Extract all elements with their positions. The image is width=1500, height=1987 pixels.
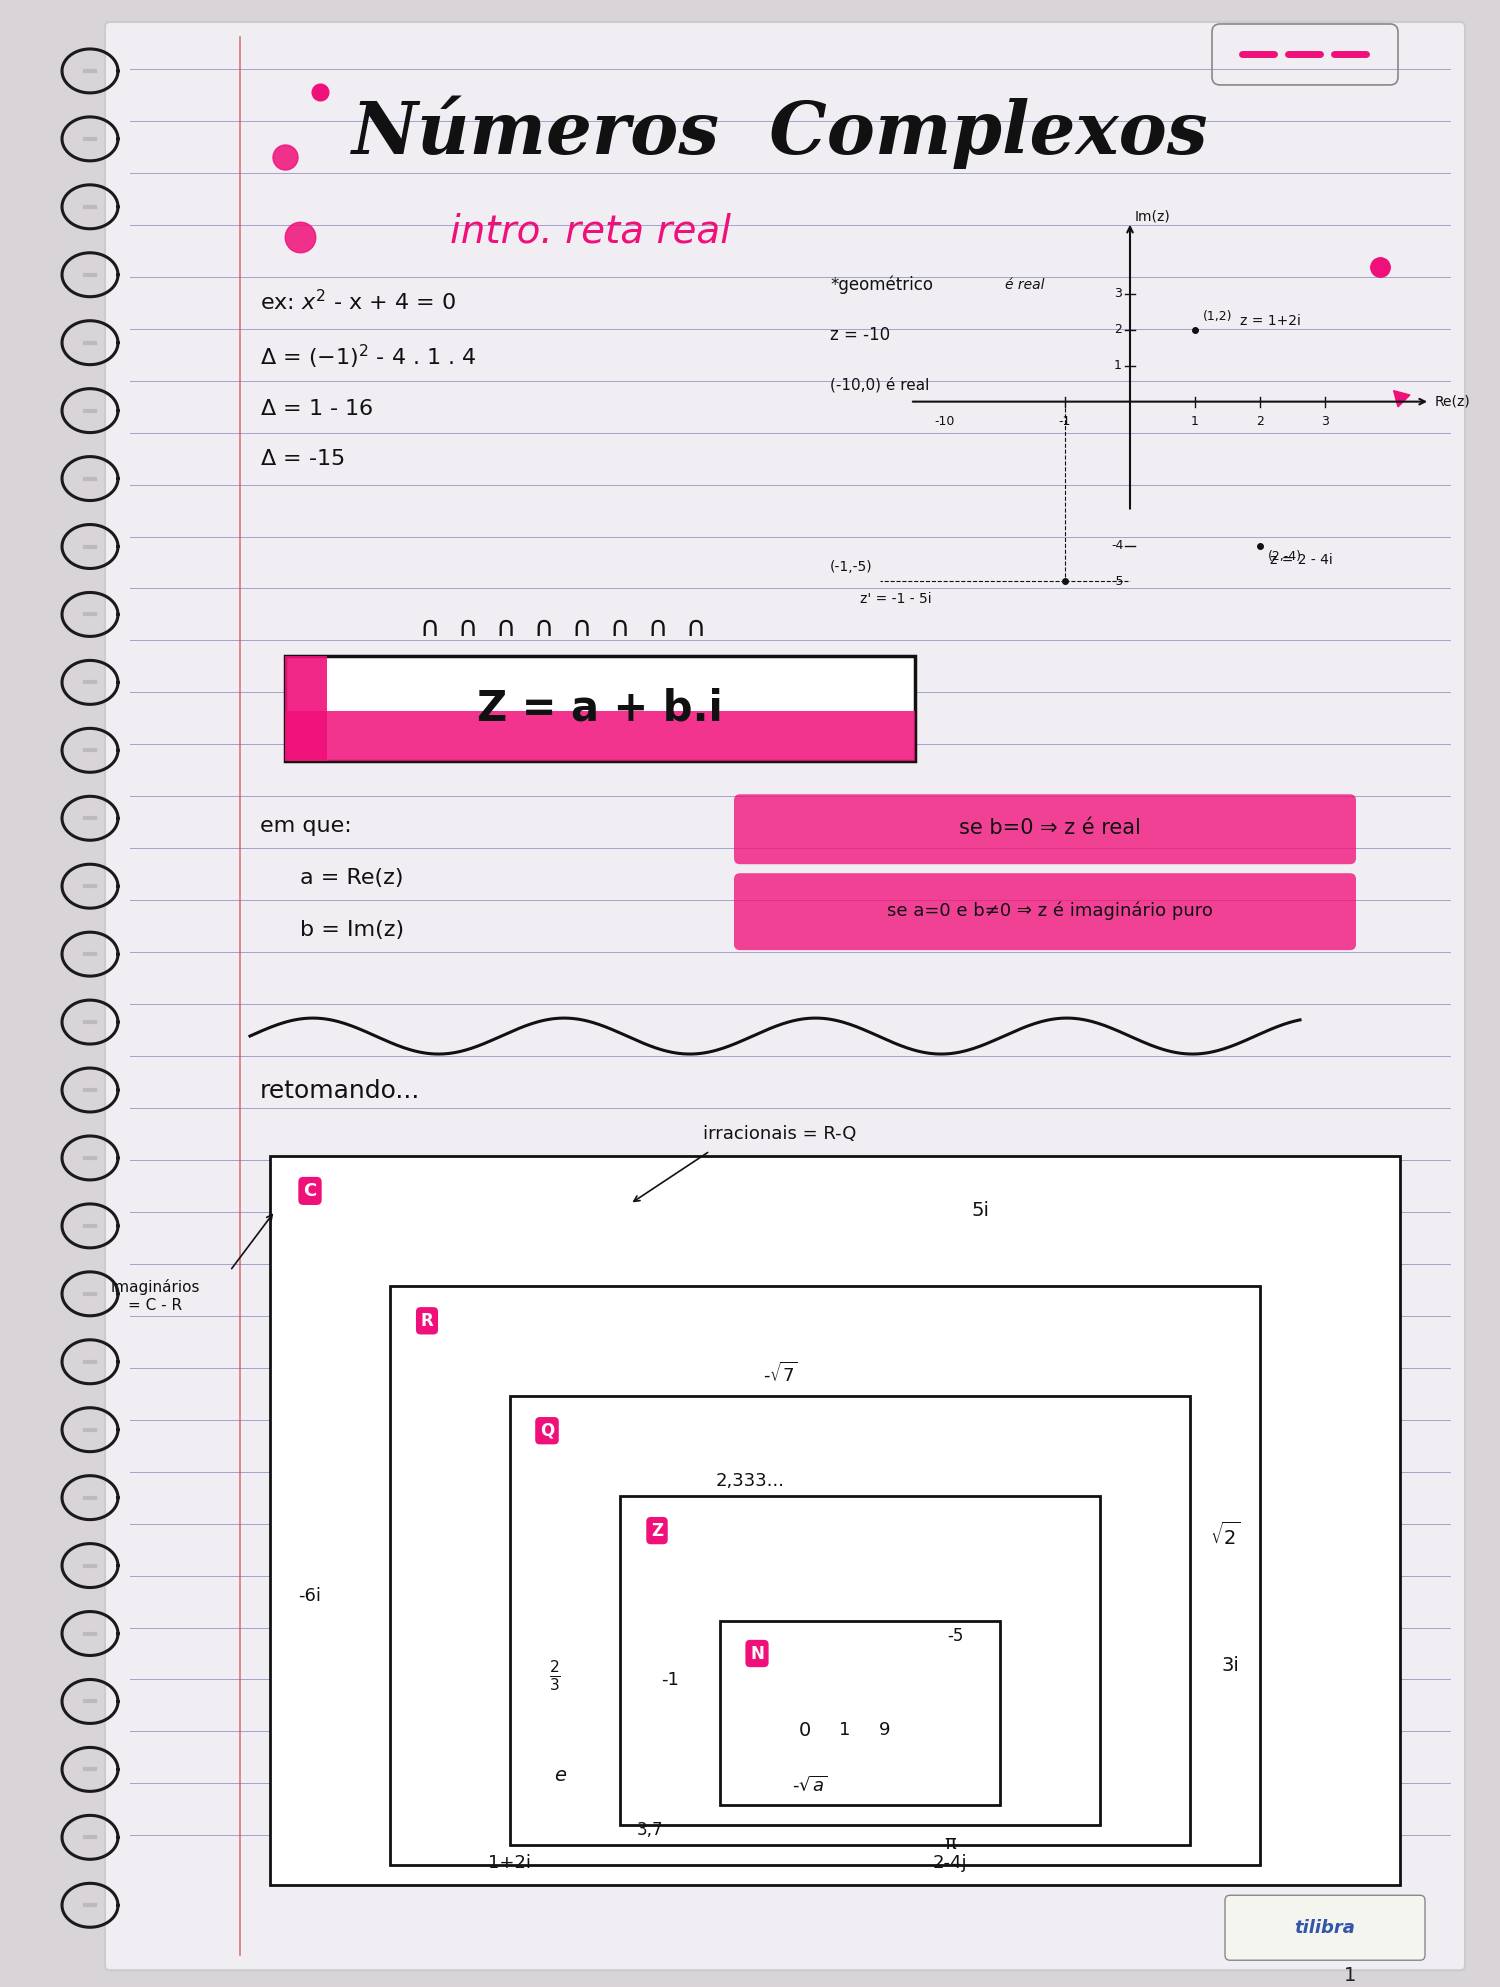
Text: -10: -10 <box>934 415 956 427</box>
Text: em que:: em que: <box>260 817 351 837</box>
Text: Re(z): Re(z) <box>1436 395 1470 409</box>
Text: -5: -5 <box>946 1627 963 1645</box>
Text: (1,2): (1,2) <box>1203 310 1233 322</box>
Text: -$\sqrt{a}$: -$\sqrt{a}$ <box>792 1776 828 1794</box>
Text: 1: 1 <box>1114 360 1122 372</box>
FancyBboxPatch shape <box>1226 1896 1425 1961</box>
Bar <box>285 711 915 761</box>
Text: (-1,-5): (-1,-5) <box>830 560 873 574</box>
Text: 2,333...: 2,333... <box>716 1472 784 1490</box>
Bar <box>390 1286 1260 1866</box>
Text: $\Delta$ = -15: $\Delta$ = -15 <box>260 449 345 469</box>
Bar <box>720 1621 1000 1806</box>
Bar <box>285 656 327 761</box>
Text: z = 1+2i: z = 1+2i <box>1240 314 1300 328</box>
Text: $\Delta$ = $(-1)^2$ - 4 . 1 . 4: $\Delta$ = $(-1)^2$ - 4 . 1 . 4 <box>260 342 477 372</box>
Text: z = 2 - 4i: z = 2 - 4i <box>1270 554 1332 568</box>
Text: $\Delta$ = 1 - 16: $\Delta$ = 1 - 16 <box>260 399 374 419</box>
Text: 2-4j: 2-4j <box>933 1854 968 1872</box>
Text: 1: 1 <box>1191 415 1198 427</box>
Text: -$\sqrt{7}$: -$\sqrt{7}$ <box>762 1361 798 1385</box>
Text: b = Im(z): b = Im(z) <box>300 920 404 940</box>
Text: -1: -1 <box>662 1671 680 1689</box>
Text: irracionais = R-Q: irracionais = R-Q <box>704 1125 856 1143</box>
Text: -6i: -6i <box>298 1586 321 1605</box>
Text: 2: 2 <box>1256 415 1264 427</box>
Text: -4: -4 <box>1112 538 1124 552</box>
Text: 2: 2 <box>1114 324 1122 336</box>
Text: 9: 9 <box>879 1721 891 1739</box>
Bar <box>285 656 915 761</box>
Text: $\sqrt{2}$: $\sqrt{2}$ <box>1209 1522 1240 1550</box>
Text: e: e <box>554 1766 566 1784</box>
Bar <box>270 1156 1400 1886</box>
Text: *geométrico: *geométrico <box>830 276 933 294</box>
Text: z' = -1 - 5i: z' = -1 - 5i <box>859 592 932 606</box>
Text: Im(z): Im(z) <box>1136 211 1170 225</box>
Text: Z: Z <box>651 1522 663 1540</box>
Text: z = -10: z = -10 <box>830 326 890 344</box>
Text: 3,7: 3,7 <box>636 1822 663 1840</box>
Text: 3: 3 <box>1114 288 1122 300</box>
Text: a = Re(z): a = Re(z) <box>300 868 404 888</box>
Text: -5: -5 <box>1112 574 1125 588</box>
Text: 1: 1 <box>840 1721 850 1739</box>
Text: imaginários
= C - R: imaginários = C - R <box>111 1280 200 1313</box>
Text: 5i: 5i <box>970 1202 988 1220</box>
Text: (2,-4): (2,-4) <box>1268 550 1302 564</box>
Text: ex: $x^2$ - x + 4 = 0: ex: $x^2$ - x + 4 = 0 <box>260 290 456 314</box>
Text: 3i: 3i <box>1221 1655 1239 1675</box>
Text: 1+2i: 1+2i <box>489 1854 531 1872</box>
Bar <box>620 1496 1100 1826</box>
Text: -1: -1 <box>1059 415 1071 427</box>
Text: Números  Complexos: Números Complexos <box>351 95 1209 169</box>
Text: $\frac{2}{3}$: $\frac{2}{3}$ <box>549 1657 561 1693</box>
Bar <box>510 1395 1190 1846</box>
Text: 1: 1 <box>1344 1965 1356 1985</box>
Text: 3: 3 <box>1322 415 1329 427</box>
Text: se b=0 ⇒ z é real: se b=0 ⇒ z é real <box>958 819 1142 839</box>
FancyBboxPatch shape <box>734 795 1356 864</box>
Text: é real: é real <box>1005 278 1044 292</box>
Text: 0: 0 <box>800 1721 812 1741</box>
Text: ∩  ∩  ∩  ∩  ∩  ∩  ∩  ∩: ∩ ∩ ∩ ∩ ∩ ∩ ∩ ∩ <box>420 614 706 642</box>
Text: se a=0 e b≠0 ⇒ z é imaginário puro: se a=0 e b≠0 ⇒ z é imaginário puro <box>886 902 1214 920</box>
FancyBboxPatch shape <box>105 22 1466 1971</box>
Text: Z = a + b.i: Z = a + b.i <box>477 688 723 729</box>
FancyBboxPatch shape <box>734 872 1356 950</box>
Text: N: N <box>750 1645 764 1663</box>
Text: π: π <box>944 1834 956 1852</box>
Text: R: R <box>420 1311 434 1329</box>
Text: (-10,0) é real: (-10,0) é real <box>830 378 930 391</box>
Text: tilibra: tilibra <box>1294 1919 1356 1937</box>
Text: intro. reta real: intro. reta real <box>450 213 730 250</box>
Text: C: C <box>303 1182 316 1200</box>
Text: Q: Q <box>540 1423 554 1441</box>
Text: retomando...: retomando... <box>260 1079 420 1103</box>
